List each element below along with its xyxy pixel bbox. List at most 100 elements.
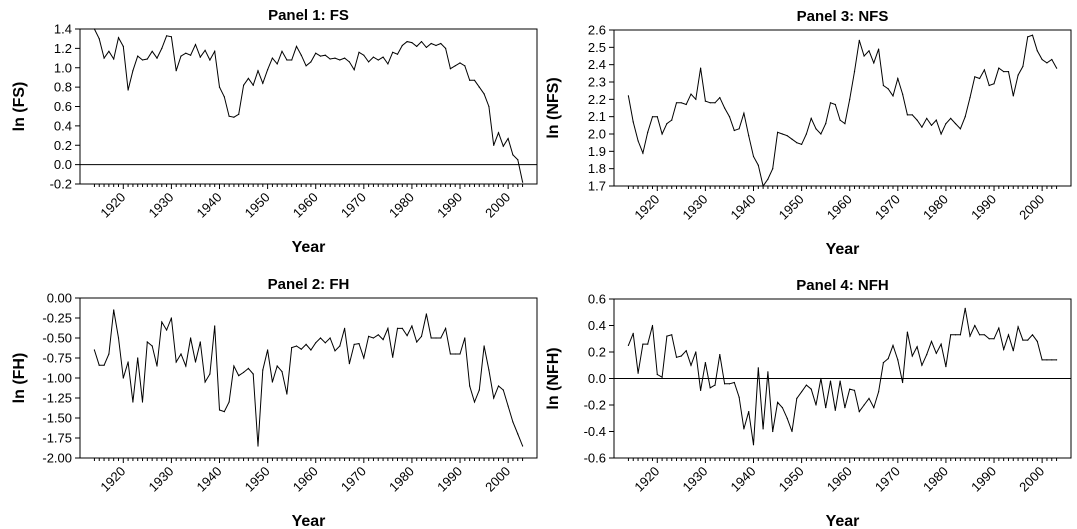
data-point bbox=[849, 388, 851, 390]
y-tick-label: -0.2 bbox=[50, 177, 72, 192]
data-point bbox=[839, 380, 841, 382]
data-point bbox=[805, 133, 808, 135]
chart-title: Panel 1: FS bbox=[268, 7, 349, 24]
data-point bbox=[1031, 334, 1034, 336]
data-point bbox=[906, 331, 909, 333]
data-point bbox=[425, 313, 427, 315]
data-point bbox=[772, 430, 774, 433]
y-tick-label: 0.6 bbox=[588, 292, 606, 307]
data-point bbox=[243, 371, 245, 373]
data-point bbox=[517, 433, 519, 435]
x-tick-label: 1940 bbox=[194, 190, 225, 221]
data-point bbox=[719, 354, 721, 356]
data-point bbox=[464, 337, 466, 339]
x-tick-label: 1940 bbox=[728, 464, 759, 495]
data-point bbox=[483, 345, 485, 347]
data-point bbox=[704, 362, 707, 364]
data-point bbox=[271, 57, 273, 59]
data-point bbox=[781, 407, 784, 409]
data-point bbox=[401, 44, 403, 47]
data-point bbox=[146, 341, 148, 343]
x-tick-label: 1920 bbox=[631, 192, 662, 223]
data-point bbox=[271, 381, 273, 383]
data-point bbox=[377, 334, 379, 336]
data-point bbox=[1022, 339, 1024, 341]
data-point bbox=[666, 335, 668, 337]
data-point bbox=[228, 401, 230, 403]
data-point bbox=[642, 152, 644, 154]
data-point bbox=[724, 383, 726, 385]
data-point bbox=[334, 350, 336, 352]
data-point bbox=[387, 63, 389, 65]
data-point bbox=[733, 129, 735, 132]
data-point bbox=[190, 54, 192, 56]
data-point bbox=[469, 385, 471, 387]
data-point bbox=[829, 380, 832, 382]
x-tick-label: 1990 bbox=[968, 464, 999, 495]
data-point bbox=[387, 327, 389, 329]
data-point bbox=[762, 428, 764, 430]
data-point bbox=[988, 84, 990, 87]
x-tick-label: 1970 bbox=[872, 464, 903, 495]
data-point bbox=[319, 55, 322, 57]
data-point bbox=[363, 54, 365, 56]
data-point bbox=[719, 97, 721, 99]
data-point bbox=[1041, 359, 1043, 361]
data-point bbox=[704, 100, 707, 102]
data-point bbox=[98, 38, 100, 40]
y-tick-label: -2.00 bbox=[42, 451, 72, 466]
data-point bbox=[103, 57, 105, 59]
data-point bbox=[348, 363, 350, 365]
data-point bbox=[459, 353, 461, 355]
y-tick-label: 0.6 bbox=[54, 99, 72, 114]
data-point bbox=[1027, 36, 1029, 38]
data-point bbox=[1017, 74, 1019, 76]
x-tick-label: 1920 bbox=[631, 464, 662, 495]
data-point bbox=[329, 337, 331, 339]
data-point bbox=[868, 397, 870, 399]
x-tick-label: 1960 bbox=[290, 190, 321, 221]
data-point bbox=[950, 117, 952, 119]
y-tick-label: 0.2 bbox=[54, 138, 72, 153]
data-point bbox=[849, 98, 851, 100]
data-point bbox=[93, 28, 95, 30]
data-point bbox=[1012, 350, 1014, 352]
data-point bbox=[473, 401, 476, 403]
panel-1-fs: Panel 1: FS -0.2 0.0 0.2 0.4 0.6 0.8 1.0 1.2 1.4 1… bbox=[11, 7, 538, 256]
data-point bbox=[700, 389, 702, 391]
data-point bbox=[709, 102, 711, 104]
y-tick-label: 0.0 bbox=[54, 157, 72, 172]
data-point bbox=[791, 138, 793, 140]
data-point bbox=[627, 344, 630, 346]
data-point bbox=[801, 143, 803, 145]
data-point bbox=[507, 137, 509, 140]
x-axis-label: Year bbox=[292, 239, 326, 256]
data-point bbox=[685, 350, 687, 352]
data-point bbox=[998, 327, 1000, 329]
data-point bbox=[281, 50, 283, 52]
data-point bbox=[411, 42, 413, 44]
data-point bbox=[834, 103, 836, 106]
x-tick-label: 1980 bbox=[386, 190, 417, 221]
data-point bbox=[449, 68, 451, 70]
data-point bbox=[690, 93, 692, 95]
data-point bbox=[796, 142, 798, 144]
y-tick-label: 1.0 bbox=[54, 60, 72, 75]
data-point bbox=[478, 389, 480, 391]
data-point bbox=[166, 329, 168, 331]
plot-frame bbox=[79, 28, 538, 185]
data-point bbox=[98, 364, 100, 366]
data-point bbox=[146, 58, 148, 60]
data-point bbox=[267, 69, 269, 71]
y-tick-label: -1.00 bbox=[42, 371, 72, 386]
data-point bbox=[791, 430, 793, 433]
data-point bbox=[834, 409, 836, 411]
data-point bbox=[291, 59, 293, 61]
x-tick-label: 1930 bbox=[145, 464, 176, 495]
data-point bbox=[916, 119, 918, 121]
data-point bbox=[315, 342, 317, 344]
data-point bbox=[1056, 359, 1058, 361]
data-point bbox=[127, 89, 129, 91]
data-point bbox=[979, 334, 981, 336]
y-tick-label: -0.75 bbox=[42, 351, 72, 366]
